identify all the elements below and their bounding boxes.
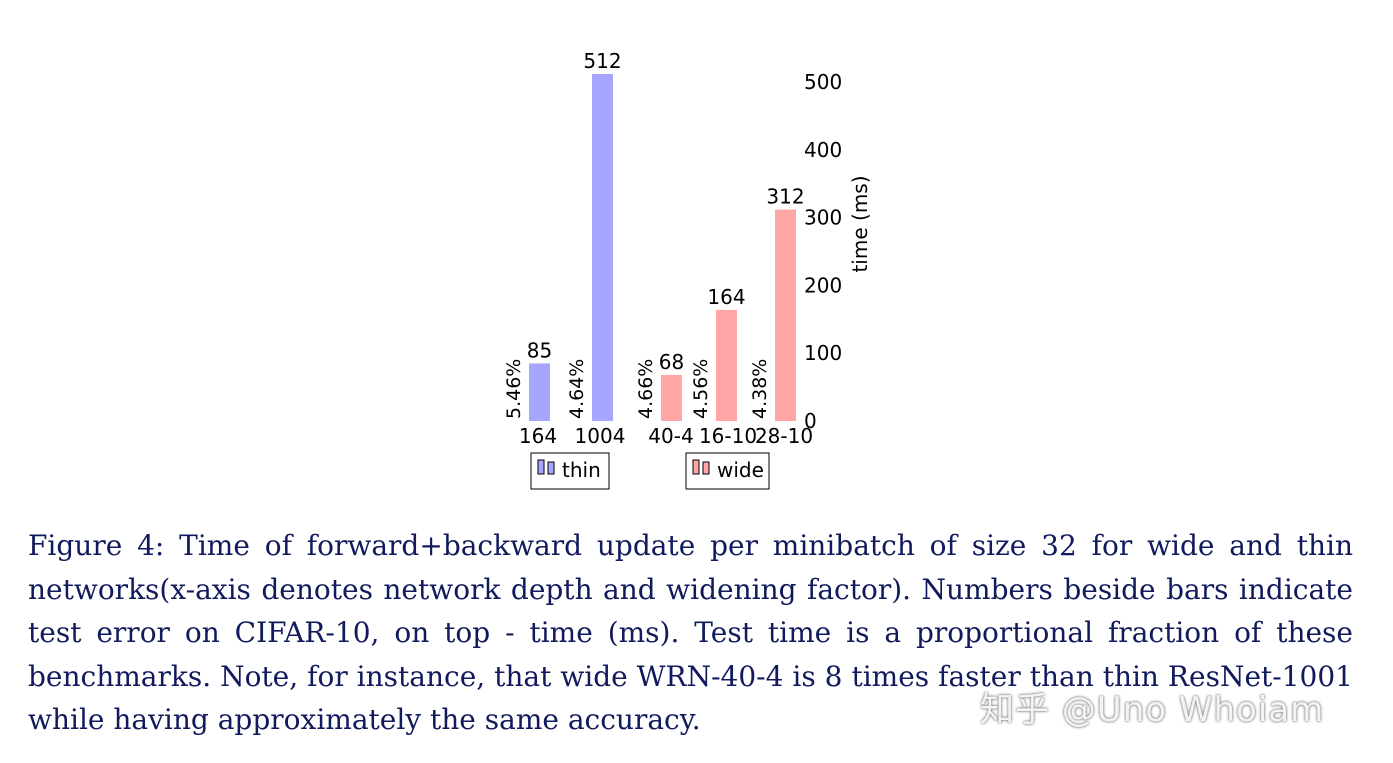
bar-chart: 855.46% 164 512 4.64% 1004 684.66% 40-4 164 4.56… [503, 49, 872, 490]
bar-thin-164 [529, 363, 550, 421]
legend-swatch [547, 461, 555, 475]
x-tick-label: 28-10 [755, 424, 813, 448]
watermark: 知乎 @Uno Whoiam [980, 690, 1325, 730]
bar-error-label: 5.46% [503, 359, 525, 419]
x-tick-label: 40-4 [648, 424, 693, 448]
x-tick-label: 164 [519, 424, 557, 448]
y-tick-label: 0 [804, 409, 817, 433]
legend-label-wide: wide [717, 458, 764, 482]
x-tick-label: 1004 [575, 424, 626, 448]
labels-layer: 855.46% 164 512 4.64% 1004 684.66% 40-4 164 4.56… [503, 49, 813, 448]
bar-value-label: 68 [659, 350, 684, 374]
bar-error-label: 4.66% [635, 359, 657, 419]
bar-error-label: 4.64% [566, 359, 588, 419]
figure-caption: Figure 4: Time of forward+backward updat… [28, 529, 1353, 736]
bar-value-label: 512 [583, 49, 621, 73]
legend-swatch [702, 461, 710, 475]
y-tick-label: 100 [804, 341, 842, 365]
y-tick-label: 500 [804, 70, 842, 94]
y-tick-label: 300 [804, 206, 842, 230]
legend-swatch [537, 459, 545, 475]
bars-layer [529, 74, 796, 421]
bar-thin-1004 [592, 74, 613, 421]
legend-swatch [692, 459, 700, 475]
bar-value-label: 85 [527, 338, 552, 362]
bar-wide-28-10 [775, 209, 796, 421]
y-tick-label: 200 [804, 273, 842, 297]
bar-error-label: 4.56% [690, 359, 712, 419]
bar-wide-16-10 [716, 309, 737, 421]
bar-value-label: 164 [707, 285, 745, 309]
y-axis-label: time (ms) [848, 175, 872, 272]
y-axis: 0 100 200 300 400 500 [804, 70, 842, 433]
legend: thin wide [530, 452, 770, 490]
y-tick-label: 400 [804, 138, 842, 162]
bar-wide-40-4 [661, 374, 682, 421]
bar-error-label: 4.38% [749, 359, 771, 419]
legend-box-wide [685, 452, 770, 490]
bar-value-label: 312 [766, 185, 804, 209]
x-tick-label: 16-10 [699, 424, 757, 448]
legend-label-thin: thin [562, 458, 601, 482]
